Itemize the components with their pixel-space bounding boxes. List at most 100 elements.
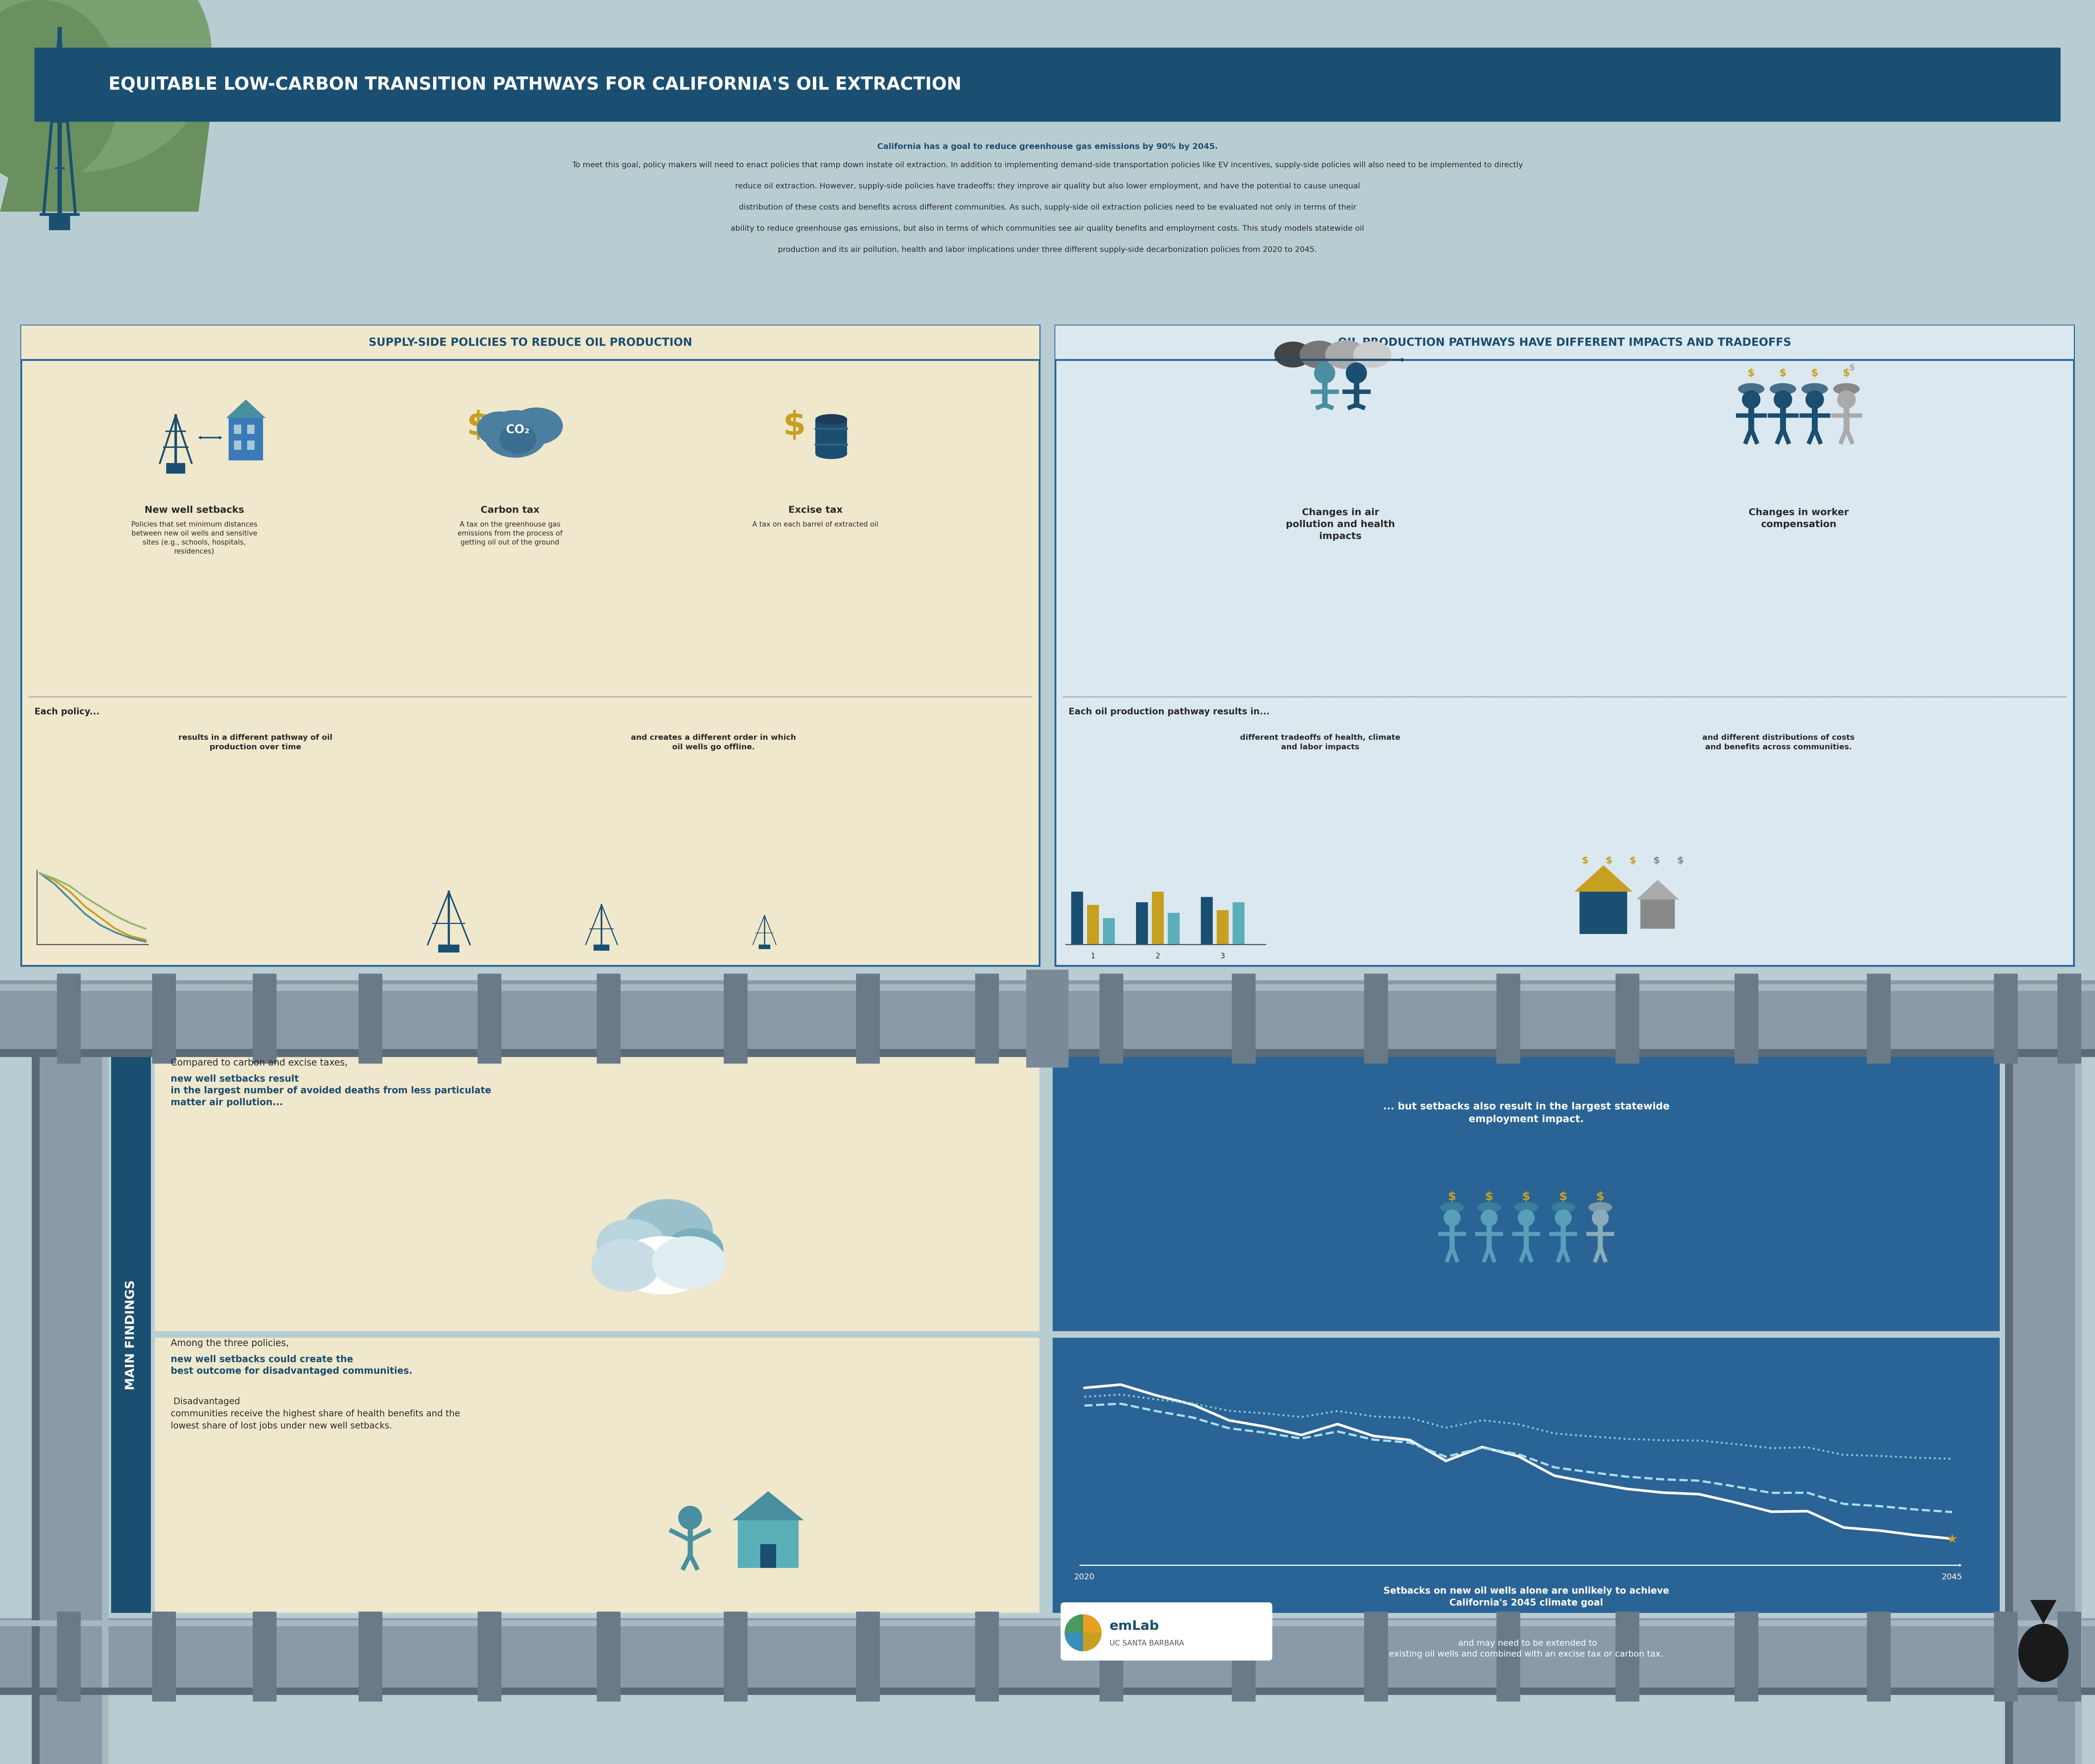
Bar: [723, 1612, 748, 1702]
Bar: [1867, 1612, 1890, 1702]
Bar: [1364, 974, 1387, 1064]
Text: CO₂: CO₂: [507, 425, 530, 436]
Bar: [1364, 1612, 1387, 1702]
Bar: [478, 1612, 501, 1702]
Ellipse shape: [1515, 1201, 1538, 1212]
Text: Policies that set minimum distances
between new oil wells and sensitive
sites (e: Policies that set minimum distances betw…: [132, 520, 258, 556]
Ellipse shape: [1326, 340, 1366, 369]
Bar: [2057, 974, 2080, 1064]
Text: $: $: [1582, 856, 1588, 864]
Text: 1: 1: [1091, 953, 1096, 960]
Bar: [593, 944, 610, 951]
Text: $: $: [784, 409, 807, 443]
Polygon shape: [1083, 1614, 1102, 1633]
Ellipse shape: [815, 448, 846, 459]
Ellipse shape: [591, 1238, 660, 1291]
Bar: [21, 325, 1039, 360]
Ellipse shape: [1550, 1201, 1575, 1212]
Text: 2045: 2045: [1942, 1573, 1963, 1581]
Text: Excise tax: Excise tax: [788, 505, 842, 515]
Circle shape: [1774, 390, 1791, 409]
Text: $: $: [1559, 1191, 1567, 1203]
Text: Each policy...: Each policy...: [34, 707, 101, 716]
Ellipse shape: [0, 0, 119, 185]
Text: distribution of these costs and benefits across different communities. As such, : distribution of these costs and benefits…: [740, 203, 1355, 212]
Polygon shape: [1064, 1633, 1083, 1651]
Bar: [1135, 901, 1148, 944]
Text: $: $: [1747, 369, 1756, 377]
Bar: [857, 974, 880, 1064]
Text: $: $: [1485, 1191, 1494, 1203]
Text: $: $: [1596, 1191, 1605, 1203]
FancyBboxPatch shape: [1060, 1602, 1272, 1660]
Circle shape: [1314, 362, 1335, 383]
Circle shape: [1443, 1210, 1460, 1226]
Bar: [103, 1057, 109, 1764]
Bar: [758, 944, 771, 949]
Text: UC SANTA BARBARA: UC SANTA BARBARA: [1110, 1641, 1184, 1648]
Text: $: $: [1605, 856, 1611, 864]
Bar: [0, 981, 2095, 1057]
Text: Changes in air
pollution and health
impacts: Changes in air pollution and health impa…: [1286, 508, 1395, 542]
Text: OIL PRODUCTION PATHWAYS HAVE DIFFERENT IMPACTS AND TRADEOFFS: OIL PRODUCTION PATHWAYS HAVE DIFFERENT I…: [1339, 337, 1791, 348]
Text: emLab: emLab: [1110, 1619, 1159, 1632]
Bar: [1100, 1612, 1123, 1702]
Text: 2: 2: [1156, 953, 1161, 960]
Bar: [2057, 1612, 2080, 1702]
Ellipse shape: [1274, 342, 1311, 367]
Bar: [1232, 974, 1255, 1064]
Text: SUPPLY-SIDE POLICIES TO REDUCE OIL PRODUCTION: SUPPLY-SIDE POLICIES TO REDUCE OIL PRODU…: [369, 337, 691, 348]
Ellipse shape: [1299, 340, 1339, 369]
Bar: [1056, 325, 2074, 965]
Bar: [1102, 917, 1115, 944]
Text: 3: 3: [1219, 953, 1226, 960]
Bar: [974, 1612, 999, 1702]
Text: $: $: [467, 409, 490, 443]
Bar: [247, 441, 256, 450]
Text: $: $: [1448, 1191, 1456, 1203]
Text: EQUITABLE LOW-CARBON TRANSITION PATHWAYS FOR CALIFORNIA'S OIL EXTRACTION: EQUITABLE LOW-CARBON TRANSITION PATHWAYS…: [109, 76, 962, 93]
Ellipse shape: [815, 415, 846, 425]
Ellipse shape: [1353, 340, 1391, 369]
Bar: [1735, 974, 1758, 1064]
Bar: [815, 420, 846, 453]
Bar: [253, 974, 277, 1064]
Text: Among the three policies,: Among the three policies,: [170, 1339, 291, 1348]
Bar: [31, 1057, 40, 1764]
Circle shape: [1837, 390, 1856, 409]
Bar: [1087, 905, 1100, 944]
Polygon shape: [733, 1491, 804, 1521]
Ellipse shape: [499, 425, 536, 453]
Text: production and its air pollution, health and labor implications under three diff: production and its air pollution, health…: [777, 245, 1318, 254]
Ellipse shape: [652, 1237, 727, 1289]
Bar: [1200, 896, 1213, 944]
Bar: [1027, 970, 1068, 1067]
Text: Carbon tax: Carbon tax: [480, 505, 538, 515]
Bar: [153, 1612, 176, 1702]
Bar: [0, 1050, 2095, 1057]
Polygon shape: [226, 399, 266, 418]
Bar: [1052, 1057, 2001, 1332]
Bar: [166, 462, 184, 473]
Bar: [597, 974, 620, 1064]
Bar: [1217, 910, 1228, 944]
Text: Compared to carbon and excise taxes,: Compared to carbon and excise taxes,: [170, 1058, 350, 1067]
Ellipse shape: [2017, 1625, 2068, 1683]
Ellipse shape: [1588, 1201, 1613, 1212]
Text: $: $: [1844, 369, 1850, 377]
Bar: [1496, 1612, 1521, 1702]
Ellipse shape: [1477, 1201, 1500, 1212]
Polygon shape: [1083, 1633, 1102, 1651]
Text: New well setbacks: New well setbacks: [145, 505, 245, 515]
Text: different tradeoffs of health, climate
and labor impacts: different tradeoffs of health, climate a…: [1240, 734, 1399, 751]
Bar: [2005, 1057, 2013, 1764]
Bar: [0, 984, 2095, 991]
Text: $: $: [1630, 856, 1636, 864]
Bar: [0, 1621, 2095, 1626]
Ellipse shape: [666, 1228, 723, 1270]
Text: California has a goal to reduce greenhouse gas emissions by 90% by 2045.: California has a goal to reduce greenhou…: [878, 143, 1217, 150]
Bar: [31, 1057, 109, 1764]
Text: and different distributions of costs
and benefits across communities.: and different distributions of costs and…: [1703, 734, 1854, 751]
Bar: [247, 425, 256, 434]
Bar: [1615, 974, 1638, 1064]
